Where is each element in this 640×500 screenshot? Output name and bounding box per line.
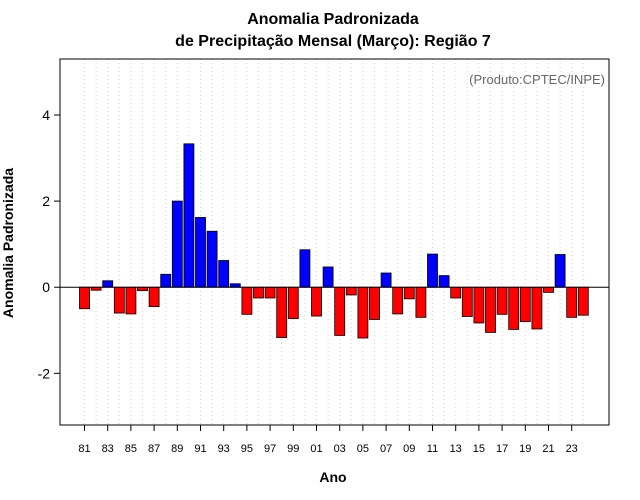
bar-89 xyxy=(171,200,183,288)
bar-02 xyxy=(322,266,334,288)
x-tick-label: 13 xyxy=(450,443,462,455)
x-tick-label: 15 xyxy=(473,443,485,455)
x-tick-label: 11 xyxy=(427,443,438,455)
bar-04 xyxy=(345,286,357,296)
y-axis: -2 0 2 4 xyxy=(38,107,60,381)
bars-layer xyxy=(79,143,589,339)
bar-22 xyxy=(554,254,566,288)
bar-86 xyxy=(137,286,148,292)
x-tick-label: 81 xyxy=(78,443,90,455)
x-tick-label: 23 xyxy=(566,443,578,455)
credit-text: (Produto:CPTEC/INPE) xyxy=(469,72,605,87)
x-tick-label: 87 xyxy=(148,443,160,455)
bar-97 xyxy=(264,286,276,299)
x-tick-label: 01 xyxy=(310,443,322,455)
bar-07 xyxy=(380,272,392,288)
bar-20 xyxy=(531,286,543,330)
y-axis-label: Anomalia Padronizada xyxy=(0,168,16,318)
bar-83 xyxy=(102,280,114,288)
bar-15 xyxy=(473,286,485,324)
x-tick-label: 19 xyxy=(519,443,531,455)
bar-23 xyxy=(566,286,578,318)
bar-16 xyxy=(485,286,496,333)
bar-24 xyxy=(577,286,589,316)
y-tick-label: 0 xyxy=(42,279,50,295)
x-tick-label: 17 xyxy=(496,443,508,455)
bar-21 xyxy=(543,286,554,293)
bar-12 xyxy=(438,275,450,288)
bar-87 xyxy=(148,286,160,307)
x-tick-label: 89 xyxy=(171,443,183,455)
bar-01 xyxy=(311,286,322,317)
bar-99 xyxy=(287,286,299,320)
x-tick-label: 83 xyxy=(102,443,114,455)
bar-98 xyxy=(276,286,288,338)
x-tick-label: 03 xyxy=(334,443,346,455)
bar-17 xyxy=(496,286,508,315)
bar-13 xyxy=(450,286,462,299)
chart-title-line2: de Precipitação Mensal (Março): Região 7 xyxy=(175,33,491,50)
bar-11 xyxy=(427,253,438,288)
x-tick-label: 85 xyxy=(125,443,137,455)
x-tick-label: 07 xyxy=(380,443,392,455)
bar-18 xyxy=(508,286,520,330)
bar-88 xyxy=(160,273,172,288)
bar-05 xyxy=(357,286,369,339)
bar-06 xyxy=(369,286,380,320)
x-tick-label: 05 xyxy=(357,443,369,455)
y-tick-label: 2 xyxy=(42,193,50,209)
bar-92 xyxy=(206,230,218,288)
x-tick-label: 21 xyxy=(542,443,554,455)
bar-85 xyxy=(125,286,137,315)
bar-08 xyxy=(392,286,404,315)
x-tick-label: 09 xyxy=(403,443,415,455)
bar-90 xyxy=(183,143,195,288)
x-tick-label: 91 xyxy=(194,443,206,455)
x-axis: 81 83 85 87 89 91 93 95 97 99 01 03 05 07 09 11 13 15 17 19… xyxy=(78,425,578,455)
bar-00 xyxy=(299,249,311,288)
y-tick-label: 4 xyxy=(42,107,50,123)
bar-03 xyxy=(334,286,346,336)
bar-10 xyxy=(415,286,427,318)
x-axis-label: Ano xyxy=(319,469,346,485)
bar-95 xyxy=(241,286,253,315)
x-tick-label: 93 xyxy=(218,443,230,455)
y-tick-label: -2 xyxy=(38,365,51,381)
x-tick-label: 99 xyxy=(287,443,299,455)
bar-09 xyxy=(403,286,415,300)
bar-81 xyxy=(79,286,90,310)
chart-title-line1: Anomalia Padronizada xyxy=(247,11,419,28)
bar-96 xyxy=(253,286,264,299)
bar-94 xyxy=(229,283,241,288)
bar-91 xyxy=(195,217,206,288)
x-tick-label: 97 xyxy=(264,443,276,455)
bar-84 xyxy=(113,286,125,314)
bar-93 xyxy=(218,260,230,288)
bar-19 xyxy=(519,286,531,323)
bar-14 xyxy=(461,286,473,317)
grid-layer xyxy=(84,59,584,425)
x-tick-label: 95 xyxy=(241,443,253,455)
plot-frame xyxy=(59,58,610,426)
